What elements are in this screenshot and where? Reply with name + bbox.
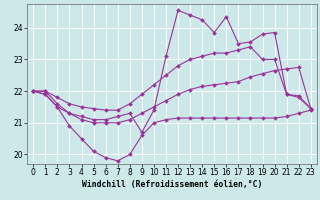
X-axis label: Windchill (Refroidissement éolien,°C): Windchill (Refroidissement éolien,°C) — [82, 180, 262, 189]
